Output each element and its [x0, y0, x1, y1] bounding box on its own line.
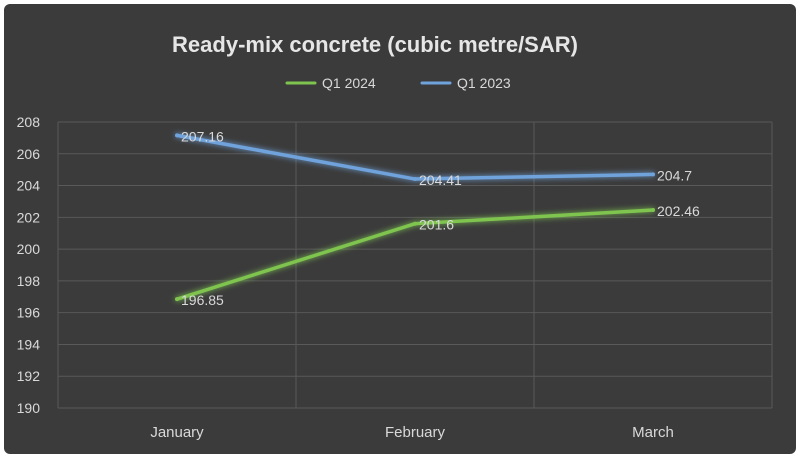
gridlines	[57, 121, 773, 409]
y-tick-label: 196	[17, 305, 41, 321]
data-label: 204.7	[657, 167, 692, 183]
legend-label: Q1 2024	[322, 75, 376, 91]
data-labels: 196.85 201.6 202.46 207.16 204.41 204.7	[181, 128, 700, 308]
chart-title: Ready-mix concrete (cubic metre/SAR)	[172, 32, 578, 57]
y-tick-label: 202	[17, 209, 41, 225]
y-tick-label: 198	[17, 273, 41, 289]
data-label: 202.46	[657, 203, 700, 219]
y-tick-label: 190	[17, 400, 41, 416]
y-tick-label: 194	[17, 336, 41, 352]
data-point	[651, 208, 655, 213]
data-point	[175, 133, 179, 138]
data-point	[413, 177, 417, 182]
x-tick-label: January	[150, 424, 204, 441]
y-axis: 190 192 194 196 198 200 202 204 206 208	[17, 114, 41, 416]
x-tick-label: March	[632, 424, 674, 441]
x-tick-label: February	[385, 424, 446, 441]
data-point	[175, 297, 179, 302]
y-tick-label: 192	[17, 368, 41, 384]
y-tick-label: 206	[17, 146, 41, 162]
series-layer	[175, 133, 655, 302]
data-point	[651, 172, 655, 177]
legend: Q1 2024 Q1 2023	[285, 75, 511, 91]
y-tick-label: 204	[17, 178, 41, 194]
data-label: 196.85	[181, 292, 224, 308]
y-tick-label: 208	[17, 114, 41, 130]
data-point	[413, 221, 417, 226]
x-axis: January February March	[150, 424, 674, 441]
data-label: 207.16	[181, 128, 224, 144]
data-label: 201.6	[419, 217, 454, 233]
data-label: 204.41	[419, 172, 462, 188]
y-tick-label: 200	[17, 241, 41, 257]
legend-label: Q1 2023	[457, 75, 511, 91]
